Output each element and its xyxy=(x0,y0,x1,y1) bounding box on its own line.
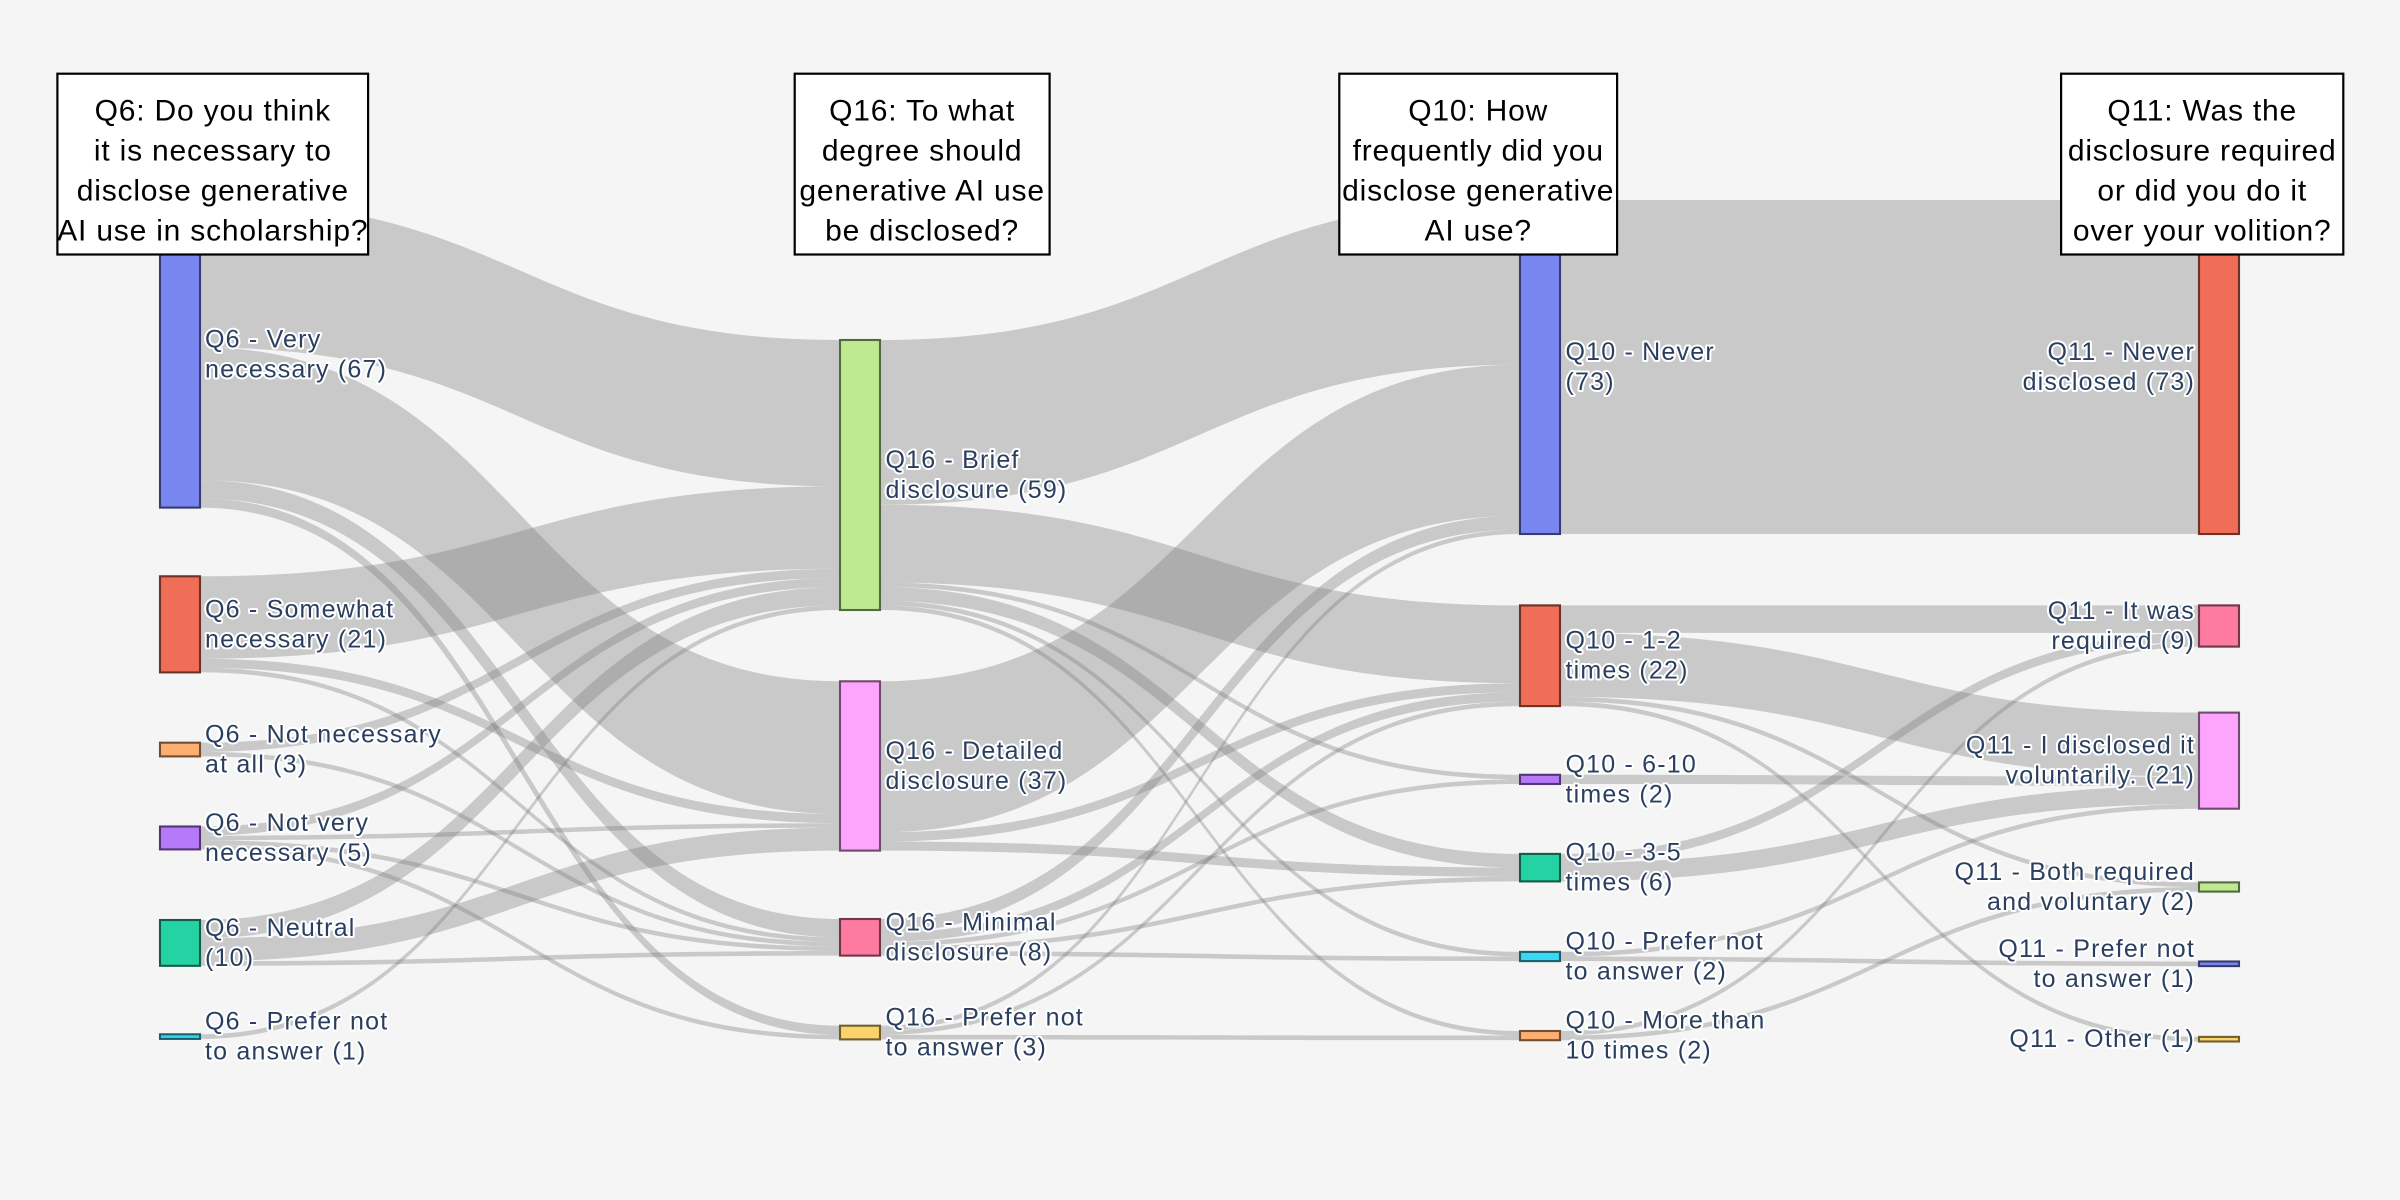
svg-text:disclose generative: disclose generative xyxy=(77,175,349,208)
svg-text:over your volition?: over your volition? xyxy=(2073,215,2332,248)
svg-text:it is necessary to: it is necessary to xyxy=(94,135,332,168)
svg-text:generative AI use: generative AI use xyxy=(799,175,1044,208)
svg-text:disclosure (8): disclosure (8) xyxy=(886,938,1053,966)
svg-text:AI use?: AI use? xyxy=(1425,215,1532,248)
svg-text:times (6): times (6) xyxy=(1566,869,1674,897)
svg-text:Q10 - 3-5: Q10 - 3-5 xyxy=(1566,839,1682,867)
svg-text:Q6 - Not necessary: Q6 - Not necessary xyxy=(205,721,442,749)
svg-text:disclosed (73): disclosed (73) xyxy=(2023,368,2195,396)
svg-text:times (2): times (2) xyxy=(1566,780,1674,808)
svg-text:Q16 - Detailed: Q16 - Detailed xyxy=(886,737,1064,765)
svg-text:to answer (3): to answer (3) xyxy=(886,1034,1048,1062)
svg-text:disclosure (37): disclosure (37) xyxy=(886,767,1068,795)
svg-text:degree should: degree should xyxy=(822,135,1023,168)
svg-text:times (22): times (22) xyxy=(1566,657,1689,685)
svg-text:10 times (2): 10 times (2) xyxy=(1566,1037,1712,1065)
svg-text:Q10 - 6-10: Q10 - 6-10 xyxy=(1566,750,1698,778)
svg-text:Q16: To what: Q16: To what xyxy=(829,95,1015,128)
svg-text:to answer (1): to answer (1) xyxy=(205,1038,367,1066)
svg-text:required (9): required (9) xyxy=(2051,627,2195,655)
svg-text:to answer (1): to answer (1) xyxy=(2034,965,2196,993)
svg-text:Q11: Was the: Q11: Was the xyxy=(2107,95,2297,128)
svg-text:necessary (67): necessary (67) xyxy=(205,355,387,383)
svg-text:(73): (73) xyxy=(1566,368,1615,396)
svg-text:necessary (21): necessary (21) xyxy=(205,625,387,653)
svg-text:Q6 - Prefer not: Q6 - Prefer not xyxy=(205,1008,388,1036)
svg-text:Q11 - I disclosed it: Q11 - I disclosed it xyxy=(1966,732,2195,760)
svg-text:Q10 - More than: Q10 - More than xyxy=(1566,1007,1766,1035)
svg-text:disclosure required: disclosure required xyxy=(2068,135,2337,168)
svg-text:disclosure (59): disclosure (59) xyxy=(886,476,1068,504)
svg-text:Q10 - Prefer not: Q10 - Prefer not xyxy=(1566,928,1764,956)
svg-text:Q6 - Somewhat: Q6 - Somewhat xyxy=(205,595,394,623)
svg-text:Q16 - Brief: Q16 - Brief xyxy=(886,446,1020,474)
svg-text:be disclosed?: be disclosed? xyxy=(825,215,1019,248)
svg-text:Q6 - Not very: Q6 - Not very xyxy=(205,809,369,837)
svg-text:Q11 - It was: Q11 - It was xyxy=(2048,597,2195,625)
svg-text:Q6 - Very: Q6 - Very xyxy=(205,325,321,353)
svg-text:Q10: How: Q10: How xyxy=(1408,95,1548,128)
svg-text:Q11 - Other (1): Q11 - Other (1) xyxy=(2009,1025,2195,1053)
svg-text:Q11 - Never: Q11 - Never xyxy=(2047,338,2195,366)
svg-text:Q16 - Minimal: Q16 - Minimal xyxy=(886,908,1057,936)
svg-text:necessary (5): necessary (5) xyxy=(205,839,372,867)
svg-text:(10): (10) xyxy=(205,944,254,972)
svg-text:or did you do it: or did you do it xyxy=(2097,175,2307,208)
svg-text:at all (3): at all (3) xyxy=(205,751,307,779)
svg-text:Q11 - Prefer not: Q11 - Prefer not xyxy=(1998,935,2195,963)
svg-text:Q6: Do you think: Q6: Do you think xyxy=(95,95,331,128)
svg-text:Q6 - Neutral: Q6 - Neutral xyxy=(205,914,356,942)
svg-text:to answer (2): to answer (2) xyxy=(1566,958,1728,986)
svg-text:Q10 - Never: Q10 - Never xyxy=(1566,338,1715,366)
svg-text:disclose generative: disclose generative xyxy=(1342,175,1614,208)
svg-text:and voluntary (2): and voluntary (2) xyxy=(1987,888,2195,916)
svg-text:AI use in scholarship?: AI use in scholarship? xyxy=(57,215,368,248)
svg-text:Q11 - Both required: Q11 - Both required xyxy=(1954,858,2195,886)
svg-text:Q10 - 1-2: Q10 - 1-2 xyxy=(1566,627,1682,655)
svg-text:frequently did you: frequently did you xyxy=(1353,135,1604,168)
svg-text:voluntarily. (21): voluntarily. (21) xyxy=(2006,762,2195,790)
svg-text:Q16 - Prefer not: Q16 - Prefer not xyxy=(886,1004,1084,1032)
